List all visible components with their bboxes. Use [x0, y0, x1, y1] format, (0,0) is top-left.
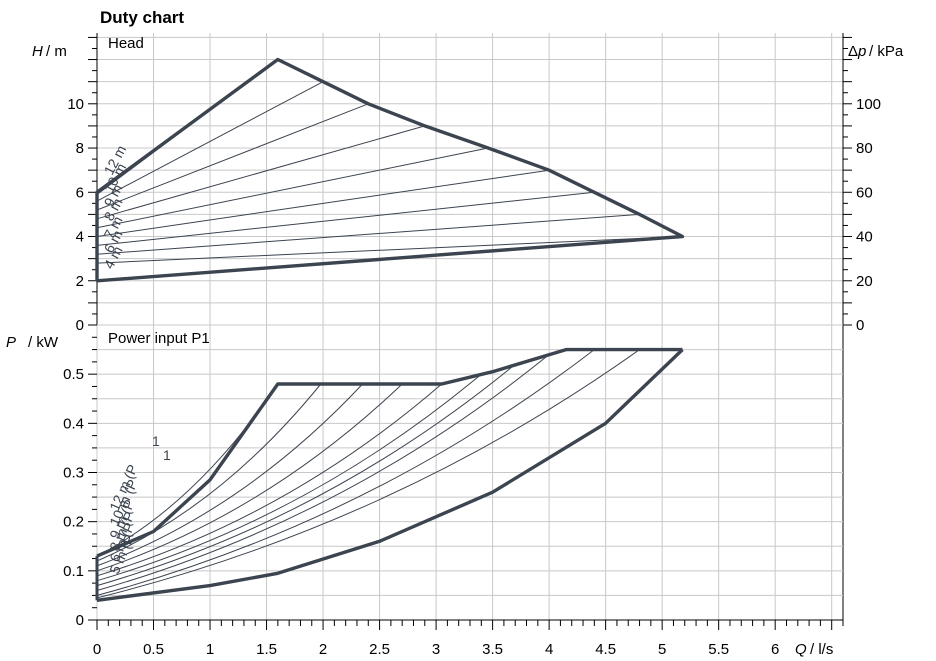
y-tick-label: 8 — [76, 140, 84, 157]
y-tick-label: 4 — [76, 229, 84, 246]
power-curve-10 — [96, 349, 640, 599]
y2-tick-label: 0 — [856, 317, 864, 334]
pressure-y-symbol-prefix: Δ — [848, 43, 858, 60]
head-curve-4m — [96, 236, 683, 264]
chart-title: Duty chart — [100, 8, 184, 27]
y-tick-label: 0.5 — [63, 366, 84, 383]
y-tick-label: 0.2 — [63, 514, 84, 531]
power-y-symbol: P — [6, 334, 16, 351]
x-tick-label: 3.5 — [482, 641, 503, 658]
y-tick-label: 0.3 — [63, 465, 84, 482]
x-tick-label: 2.5 — [369, 641, 390, 658]
head-y-symbol: H — [32, 43, 43, 60]
power-curve-7 — [96, 363, 516, 587]
x-tick-label: 3 — [432, 641, 440, 658]
power-curves — [95, 347, 684, 602]
x-tick-label: 0 — [93, 641, 101, 658]
head-panel-label: Head — [108, 35, 144, 52]
power-curve-3 — [96, 383, 363, 567]
y-tick-label: 2 — [76, 273, 84, 290]
pressure-y-unit: / kPa — [869, 43, 904, 60]
power-lower-boundary — [96, 348, 684, 602]
head-curve-11m — [96, 81, 324, 202]
y-tick-label: 6 — [76, 184, 84, 201]
head-grid — [96, 33, 844, 620]
power-label-subscript: 1 — [163, 447, 171, 463]
x-tick-label: 6 — [771, 641, 779, 658]
head-curve-7m — [96, 169, 550, 237]
power-grid — [96, 324, 843, 621]
power-panel-label: Power input P1 — [108, 330, 210, 347]
y2-tick-label: 20 — [856, 273, 873, 290]
x-symbol: Q — [795, 641, 807, 658]
head-curve-6m — [96, 191, 595, 246]
y2-tick-label: 100 — [856, 96, 881, 113]
head-y-unit: / m — [46, 43, 67, 60]
power-panel: 0 0.1 0.2 0.3 0.4 0.5 0 0.5 1 1.5 2 2.5 3 3.5 4 4.5 5 5.5… — [6, 324, 844, 658]
y-tick-label: 10 — [67, 96, 84, 113]
x-tick-label: 2 — [319, 641, 327, 658]
y-tick-label: 0.4 — [63, 415, 84, 432]
power-y-unit: / kW — [28, 334, 59, 351]
power-curve-6 — [96, 373, 482, 582]
x-tick-label: 5.5 — [708, 641, 729, 658]
power-curve-2 — [96, 383, 322, 562]
power-curve-9 — [96, 349, 595, 596]
pressure-y-symbol: p — [857, 43, 866, 60]
head-curve-5m — [96, 213, 640, 255]
power-label-subscript: 1 — [152, 433, 160, 449]
x-tick-label: 1.5 — [256, 641, 277, 658]
head-curves — [95, 57, 685, 283]
x-tick-label: 5 — [658, 641, 666, 658]
y2-tick-label: 80 — [856, 140, 873, 157]
power-curve-5 — [96, 383, 443, 577]
head-curve-8m — [96, 147, 489, 229]
x-tick-label: 1 — [206, 641, 214, 658]
head-curve-10m — [96, 103, 369, 211]
y-tick-label: 0 — [76, 317, 84, 334]
x-tick-label: 0.5 — [143, 641, 164, 658]
head-boundary-curve — [95, 57, 685, 283]
power-curve-labels: 12 m (P10 m (P9 m (P8 m (P6 m (P5 m (P11 — [106, 433, 171, 576]
power-curve-4 — [96, 383, 403, 572]
y-tick-label: 0 — [76, 612, 84, 629]
y2-tick-label: 60 — [856, 184, 873, 201]
power-ticks: 0 0.1 0.2 0.3 0.4 0.5 0 0.5 1 1.5 2 2.5 3 3.5 4 4.5 5 5.5… — [63, 324, 844, 658]
x-unit: / l/s — [810, 641, 833, 658]
power-upper-boundary — [96, 347, 683, 558]
head-curve-9m — [96, 125, 425, 220]
x-tick-label: 4.5 — [595, 641, 616, 658]
x-tick-label: 4 — [545, 641, 553, 658]
y-tick-label: 0.1 — [63, 563, 84, 580]
power-curve-8 — [96, 354, 550, 591]
y2-tick-label: 40 — [856, 229, 873, 246]
